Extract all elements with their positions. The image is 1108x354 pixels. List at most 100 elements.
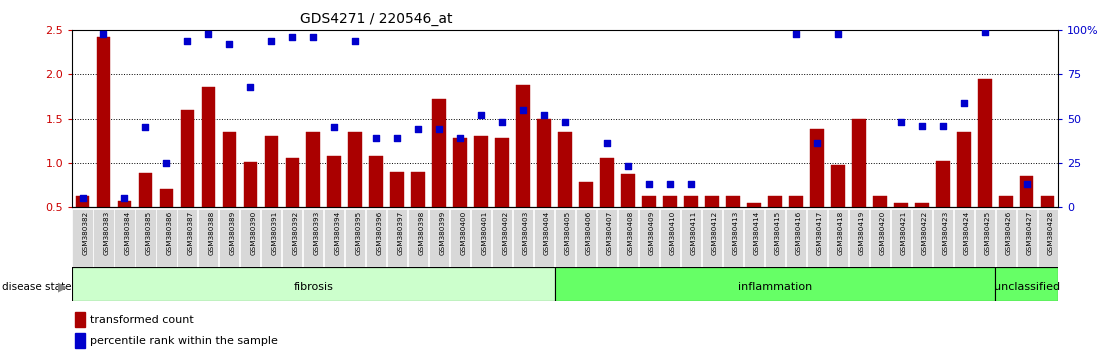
Bar: [664, 196, 677, 207]
Bar: [432, 99, 447, 207]
FancyBboxPatch shape: [408, 210, 429, 267]
FancyBboxPatch shape: [72, 210, 93, 267]
Bar: [726, 196, 740, 207]
Bar: [411, 172, 425, 207]
FancyBboxPatch shape: [450, 210, 470, 267]
Point: [368, 135, 386, 141]
Text: GSM380406: GSM380406: [586, 211, 592, 255]
Point: [430, 126, 448, 132]
Bar: [999, 196, 1013, 207]
Bar: [936, 161, 950, 207]
FancyBboxPatch shape: [912, 210, 932, 267]
Bar: [1040, 196, 1055, 207]
Point: [829, 31, 847, 36]
Text: GSM380403: GSM380403: [523, 211, 530, 255]
Bar: [96, 37, 111, 207]
FancyBboxPatch shape: [555, 210, 575, 267]
Bar: [810, 129, 823, 207]
Bar: [852, 119, 865, 207]
Text: disease state: disease state: [2, 282, 72, 292]
Text: GSM380382: GSM380382: [82, 211, 89, 255]
Bar: [244, 162, 257, 207]
FancyBboxPatch shape: [135, 210, 155, 267]
Point: [389, 135, 407, 141]
FancyBboxPatch shape: [240, 210, 260, 267]
Bar: [348, 132, 362, 207]
Point: [305, 34, 322, 40]
FancyBboxPatch shape: [156, 210, 176, 267]
Text: GSM380415: GSM380415: [774, 211, 781, 255]
FancyBboxPatch shape: [93, 210, 113, 267]
Point: [1018, 181, 1036, 187]
Bar: [684, 196, 698, 207]
Text: GSM380397: GSM380397: [398, 211, 403, 255]
FancyBboxPatch shape: [996, 210, 1016, 267]
FancyBboxPatch shape: [639, 210, 659, 267]
FancyBboxPatch shape: [828, 210, 848, 267]
FancyBboxPatch shape: [492, 210, 512, 267]
Point: [157, 160, 175, 166]
Text: GSM380424: GSM380424: [964, 211, 970, 255]
Text: GSM380401: GSM380401: [481, 211, 488, 255]
FancyBboxPatch shape: [995, 267, 1058, 301]
Point: [787, 31, 804, 36]
FancyBboxPatch shape: [177, 210, 197, 267]
Bar: [643, 196, 656, 207]
Bar: [831, 165, 844, 207]
Text: GSM380405: GSM380405: [565, 211, 571, 255]
Text: GSM380408: GSM380408: [628, 211, 634, 255]
FancyBboxPatch shape: [743, 210, 765, 267]
Point: [199, 31, 217, 36]
Text: GSM380394: GSM380394: [335, 211, 340, 255]
Point: [535, 112, 553, 118]
Point: [934, 123, 952, 129]
Point: [347, 38, 365, 44]
Bar: [474, 136, 488, 207]
FancyBboxPatch shape: [471, 210, 491, 267]
Bar: [117, 201, 131, 207]
FancyBboxPatch shape: [870, 210, 890, 267]
FancyBboxPatch shape: [1037, 210, 1058, 267]
Text: GSM380422: GSM380422: [922, 211, 927, 255]
Bar: [307, 132, 320, 207]
Bar: [75, 196, 90, 207]
FancyBboxPatch shape: [786, 210, 806, 267]
Text: GSM380427: GSM380427: [1027, 211, 1033, 255]
Bar: [138, 173, 152, 207]
FancyBboxPatch shape: [198, 210, 218, 267]
Point: [409, 126, 427, 132]
Bar: [915, 202, 929, 207]
Bar: [873, 196, 886, 207]
Text: GSM380417: GSM380417: [817, 211, 823, 255]
FancyBboxPatch shape: [576, 210, 596, 267]
Text: GSM380398: GSM380398: [418, 211, 424, 255]
Text: transformed count: transformed count: [90, 315, 194, 325]
Text: fibrosis: fibrosis: [294, 282, 334, 292]
FancyBboxPatch shape: [114, 210, 134, 267]
Text: GSM380396: GSM380396: [377, 211, 382, 255]
FancyBboxPatch shape: [72, 267, 555, 301]
Text: inflammation: inflammation: [738, 282, 812, 292]
Text: GSM380383: GSM380383: [103, 211, 110, 255]
Text: GSM380392: GSM380392: [293, 211, 298, 255]
Point: [683, 181, 700, 187]
Text: GSM380410: GSM380410: [670, 211, 676, 255]
FancyBboxPatch shape: [681, 210, 701, 267]
Point: [619, 164, 637, 169]
FancyBboxPatch shape: [534, 210, 554, 267]
Point: [661, 181, 679, 187]
Text: GSM380416: GSM380416: [796, 211, 802, 255]
Text: GDS4271 / 220546_at: GDS4271 / 220546_at: [300, 12, 453, 27]
Text: percentile rank within the sample: percentile rank within the sample: [90, 336, 278, 346]
Bar: [286, 159, 299, 207]
Bar: [789, 196, 802, 207]
FancyBboxPatch shape: [807, 210, 827, 267]
Text: ▶: ▶: [59, 280, 68, 293]
Bar: [74, 333, 85, 348]
FancyBboxPatch shape: [722, 210, 743, 267]
FancyBboxPatch shape: [366, 210, 387, 267]
Text: GSM380412: GSM380412: [712, 211, 718, 255]
Point: [242, 84, 259, 90]
Bar: [894, 202, 907, 207]
Bar: [160, 189, 173, 207]
